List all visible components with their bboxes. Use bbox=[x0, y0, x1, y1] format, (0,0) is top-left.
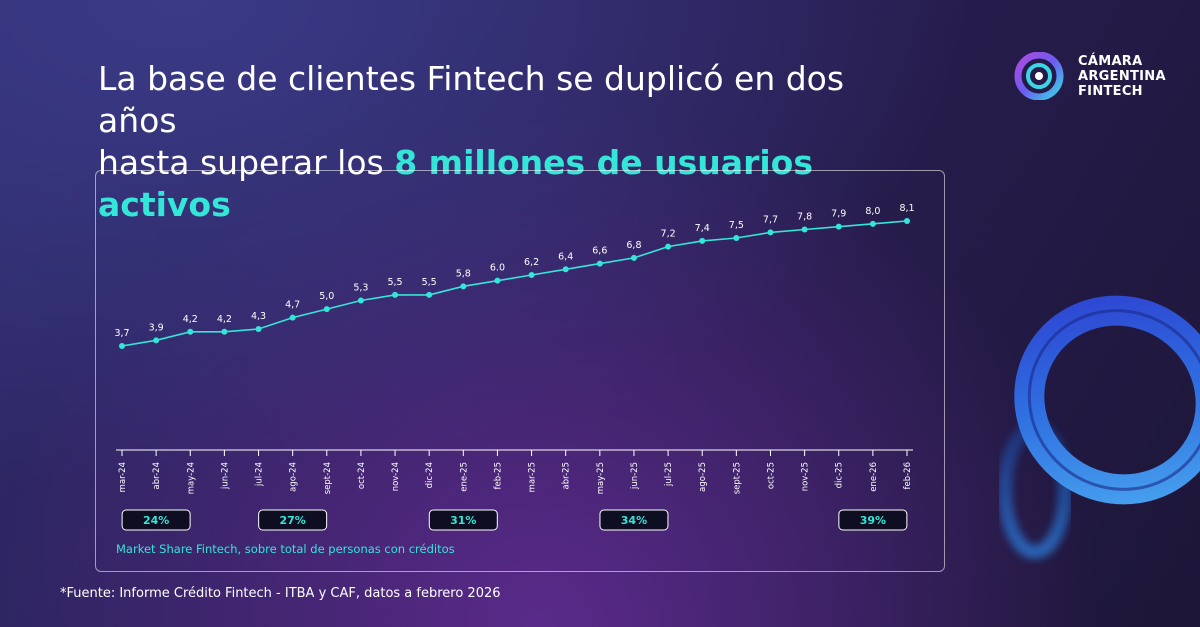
data-label-may-25: 6,6 bbox=[592, 246, 607, 257]
data-label-mar-25: 6,2 bbox=[524, 257, 539, 268]
headline-line-1: La base de clientes Fintech se duplicó e… bbox=[98, 59, 845, 140]
data-point-jun-24 bbox=[221, 328, 228, 335]
market-share-label-abr-24: 24% bbox=[143, 514, 169, 527]
x-tick-label-feb-25: feb-25 bbox=[493, 462, 503, 490]
data-label-feb-26: 8,1 bbox=[899, 203, 914, 214]
data-label-mar-24: 3,7 bbox=[114, 328, 129, 339]
data-point-dic-24 bbox=[426, 291, 433, 298]
market-share-badge-ene-25 bbox=[428, 509, 498, 531]
data-point-mar-25 bbox=[528, 271, 535, 278]
x-tick-label-feb-26: feb-26 bbox=[903, 462, 913, 490]
data-label-abr-25: 6,4 bbox=[558, 251, 573, 262]
x-tick-label-ene-25: ene-25 bbox=[459, 462, 469, 492]
data-point-oct-25 bbox=[767, 229, 774, 236]
x-tick-label-may-24: may-24 bbox=[186, 462, 196, 494]
x-tick-label-ago-24: ago-24 bbox=[289, 462, 299, 492]
data-label-ene-26: 8,0 bbox=[865, 206, 880, 217]
decorative-ring-graphic bbox=[998, 295, 1200, 559]
data-point-abr-25 bbox=[562, 266, 569, 273]
data-point-dic-25 bbox=[835, 223, 842, 230]
data-label-sept-25: 7,5 bbox=[729, 220, 744, 231]
x-tick-label-mar-25: mar-25 bbox=[528, 462, 538, 492]
logo-line-3: FINTECH bbox=[1078, 83, 1143, 99]
x-tick-label-mar-24: mar-24 bbox=[118, 462, 128, 492]
data-label-jun-24: 4,2 bbox=[217, 314, 232, 325]
headline: La base de clientes Fintech se duplicó e… bbox=[98, 58, 918, 226]
series-line bbox=[121, 220, 908, 347]
x-tick-label-dic-25: dic-25 bbox=[835, 462, 845, 488]
data-label-ago-24: 4,7 bbox=[285, 300, 300, 311]
x-tick-label-abr-25: abr-25 bbox=[562, 462, 572, 489]
data-label-ago-25: 7,4 bbox=[695, 223, 710, 234]
data-point-may-25 bbox=[596, 260, 603, 267]
data-point-jul-25 bbox=[665, 243, 672, 250]
source-footnote: *Fuente: Informe Crédito Fintech - ITBA … bbox=[60, 586, 501, 601]
data-label-dic-24: 5,5 bbox=[422, 277, 437, 288]
headline-line-2-prefix: hasta superar los bbox=[98, 143, 395, 182]
data-label-sept-24: 5,0 bbox=[319, 291, 334, 302]
market-share-badge-ago-24 bbox=[258, 509, 328, 531]
data-point-jul-24 bbox=[255, 325, 262, 332]
data-label-oct-25: 7,7 bbox=[763, 214, 778, 225]
logo-line-2: ARGENTINA bbox=[1078, 68, 1166, 84]
data-label-abr-24: 3,9 bbox=[149, 322, 164, 333]
x-tick-label-jul-25: jul-25 bbox=[664, 462, 674, 487]
market-share-label-ene-25: 31% bbox=[450, 514, 476, 527]
market-share-badge-jun-25 bbox=[599, 509, 669, 531]
x-tick-label-abr-24: abr-24 bbox=[152, 462, 162, 489]
x-tick-label-sept-24: sept-24 bbox=[323, 462, 333, 494]
market-share-label-ene-26: 39% bbox=[860, 514, 886, 527]
data-point-sept-25 bbox=[733, 235, 740, 242]
data-label-jul-25: 7,2 bbox=[661, 229, 676, 240]
data-point-jun-25 bbox=[630, 254, 637, 261]
market-share-note: Market Share Fintech, sobre total de per… bbox=[116, 542, 455, 556]
x-tick-label-nov-24: nov-24 bbox=[391, 462, 401, 491]
data-label-dic-25: 7,9 bbox=[831, 209, 846, 220]
data-point-ene-26 bbox=[869, 220, 876, 227]
data-point-ago-25 bbox=[699, 237, 706, 244]
market-share-badge-ene-26 bbox=[838, 509, 908, 531]
data-point-sept-24 bbox=[323, 306, 330, 313]
data-point-feb-26 bbox=[904, 218, 910, 224]
data-point-nov-24 bbox=[392, 291, 399, 298]
data-point-abr-24 bbox=[153, 337, 160, 344]
x-tick-label-may-25: may-25 bbox=[596, 462, 606, 494]
data-label-feb-25: 6.0 bbox=[490, 263, 505, 274]
data-point-may-24 bbox=[187, 328, 194, 335]
data-point-nov-25 bbox=[801, 226, 808, 233]
x-tick-label-oct-24: oct-24 bbox=[357, 462, 367, 489]
camara-fintech-logo-icon bbox=[1010, 51, 1068, 101]
x-tick-label-sept-25: sept-25 bbox=[732, 462, 742, 494]
data-point-oct-24 bbox=[357, 297, 364, 304]
market-share-label-ago-24: 27% bbox=[279, 514, 305, 527]
x-tick-label-ago-25: ago-25 bbox=[698, 462, 708, 492]
market-share-badge-abr-24 bbox=[121, 509, 191, 531]
market-share-label-jun-25: 34% bbox=[621, 514, 647, 527]
data-label-nov-25: 7,8 bbox=[797, 212, 812, 223]
data-label-jun-25: 6,8 bbox=[626, 240, 641, 251]
x-tick-label-ene-26: ene-26 bbox=[869, 462, 879, 492]
data-point-ene-25 bbox=[460, 283, 467, 290]
logo-line-1: CÁMARA bbox=[1078, 53, 1143, 69]
data-label-may-24: 4,2 bbox=[183, 314, 198, 325]
x-tick-label-jul-24: jul-24 bbox=[255, 462, 265, 487]
headline-highlight: 8 millones de usuarios activos bbox=[98, 143, 813, 224]
data-label-jul-24: 4,3 bbox=[251, 311, 266, 322]
headline-line-2: hasta superar los 8 millones de usuarios… bbox=[98, 142, 918, 226]
x-tick-label-jun-24: jun-24 bbox=[220, 462, 230, 490]
x-tick-label-oct-25: oct-25 bbox=[766, 462, 776, 489]
users-line-chart: 3,7 3,9 4,2 4,2 4,3 4,7 5,0 5,3 5,5 5,5 5,8 6.0 6,2 6… bbox=[114, 203, 914, 531]
data-label-oct-24: 5,3 bbox=[353, 283, 368, 294]
data-label-nov-24: 5,5 bbox=[387, 277, 402, 288]
data-point-feb-25 bbox=[494, 277, 501, 284]
x-tick-label-jun-25: jun-25 bbox=[630, 462, 640, 490]
data-point-ago-24 bbox=[289, 314, 296, 321]
chart-frame bbox=[95, 170, 945, 572]
x-tick-label-nov-25: nov-25 bbox=[801, 462, 811, 491]
data-point-mar-24 bbox=[119, 343, 125, 349]
x-tick-label-dic-24: dic-24 bbox=[425, 462, 435, 488]
brand-logo: CÁMARA ARGENTINA FINTECH bbox=[1010, 51, 1166, 101]
logo-wordmark: CÁMARA ARGENTINA FINTECH bbox=[1078, 54, 1166, 99]
data-label-ene-25: 5,8 bbox=[456, 268, 471, 279]
